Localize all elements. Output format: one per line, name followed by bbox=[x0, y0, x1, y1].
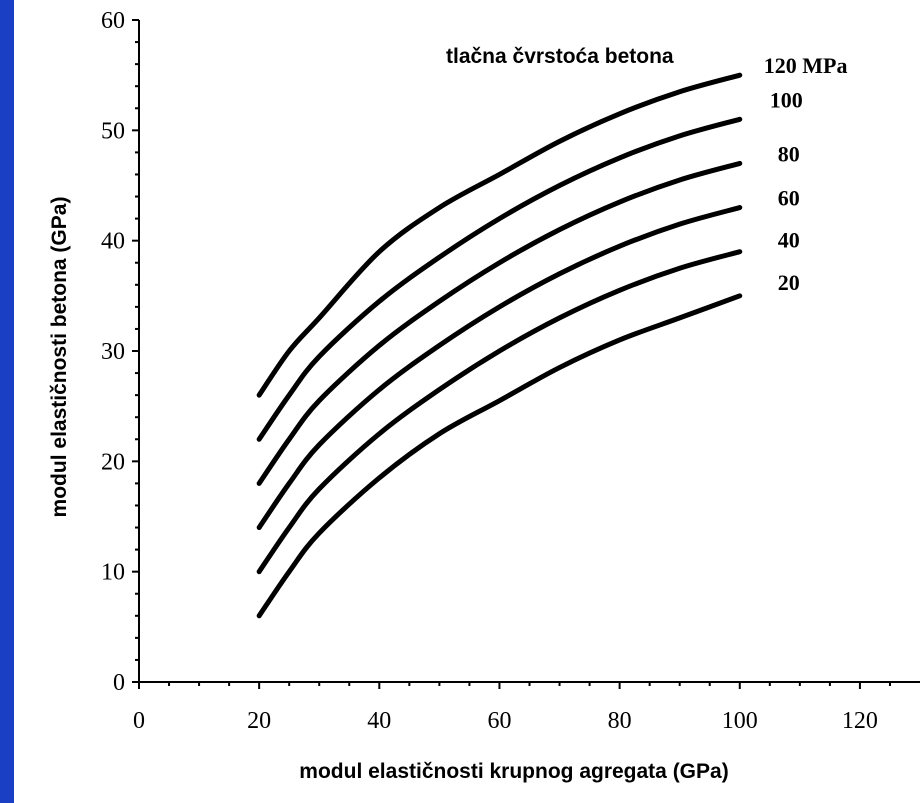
x-tick-label: 20 bbox=[247, 708, 271, 734]
y-tick-label: 50 bbox=[101, 118, 125, 144]
series-label: 100 bbox=[770, 87, 803, 112]
x-tick-label: 100 bbox=[722, 708, 758, 734]
line-chart: 0 20 40 60 80 100 120 0 10 20 30 40 50 60 120 MPa 100 8… bbox=[48, 8, 920, 783]
y-tick-label: 20 bbox=[101, 449, 125, 475]
series-label: 80 bbox=[778, 141, 800, 166]
series-label: 120 MPa bbox=[764, 53, 848, 78]
y-tick-label: 60 bbox=[101, 8, 125, 34]
series-label: 60 bbox=[778, 186, 800, 211]
x-tick-label: 0 bbox=[133, 708, 145, 734]
legend-title: tlačna čvrstoća betona bbox=[446, 45, 674, 68]
y-tick-label: 10 bbox=[101, 560, 125, 586]
axes bbox=[138, 20, 920, 683]
x-tick-label: 80 bbox=[608, 708, 632, 734]
x-tick-label: 60 bbox=[487, 708, 511, 734]
x-axis-title: modul elastičnosti krupnog agregata (GPa… bbox=[299, 760, 728, 783]
y-tick-label: 0 bbox=[113, 670, 125, 696]
series-label: 20 bbox=[778, 270, 800, 295]
y-tick-label: 30 bbox=[101, 339, 125, 365]
series-labels: 120 MPa 100 80 60 40 20 bbox=[764, 53, 848, 295]
series-line bbox=[256, 160, 743, 486]
curves bbox=[256, 72, 743, 619]
chart-frame: 0 20 40 60 80 100 120 0 10 20 30 40 50 60 120 MPa 100 8… bbox=[14, 0, 920, 803]
series-line bbox=[256, 116, 743, 442]
y-tick-label: 40 bbox=[101, 229, 125, 255]
series-line bbox=[256, 249, 743, 575]
series-label: 40 bbox=[778, 228, 800, 253]
ticks: 0 20 40 60 80 100 120 0 10 20 30 40 50 60 bbox=[101, 8, 891, 734]
y-axis-title: modul elastičnosti betona (GPa) bbox=[48, 197, 71, 518]
x-tick-label: 120 bbox=[842, 708, 878, 734]
series-line bbox=[256, 205, 743, 531]
series-line bbox=[256, 293, 743, 619]
x-tick-label: 40 bbox=[367, 708, 391, 734]
series-line bbox=[256, 72, 743, 398]
